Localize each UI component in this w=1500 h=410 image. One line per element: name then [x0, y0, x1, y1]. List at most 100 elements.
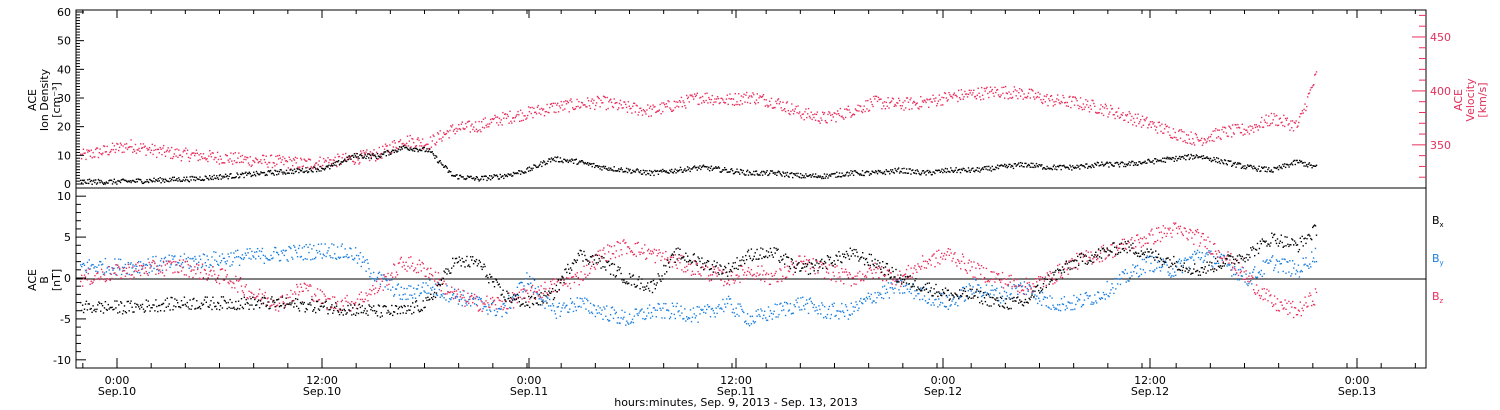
data-point — [224, 269, 226, 272]
data-point — [127, 263, 129, 266]
data-point — [97, 156, 100, 159]
data-point — [248, 290, 250, 292]
data-point — [1044, 296, 1047, 299]
data-point — [635, 104, 637, 106]
data-point — [475, 176, 478, 178]
data-point — [1001, 164, 1003, 167]
data-point — [568, 160, 570, 162]
data-point — [1006, 92, 1008, 95]
data-point — [313, 300, 315, 302]
data-point — [1297, 125, 1299, 127]
data-point — [688, 167, 690, 169]
data-point — [828, 111, 830, 113]
data-point — [1109, 111, 1111, 113]
data-point — [650, 170, 652, 172]
data-point — [292, 158, 295, 160]
data-point — [545, 300, 547, 302]
data-point — [793, 304, 795, 306]
data-point — [520, 170, 523, 172]
data-point — [481, 121, 483, 123]
data-point — [430, 151, 433, 153]
data-point — [407, 145, 410, 147]
data-point — [582, 161, 584, 163]
data-point — [929, 98, 932, 100]
data-point — [664, 258, 666, 260]
data-point — [608, 245, 611, 247]
data-point — [685, 271, 687, 273]
data-point — [727, 295, 730, 298]
data-point — [88, 259, 90, 261]
data-point — [1257, 272, 1260, 274]
data-point — [1271, 256, 1273, 259]
data-point — [139, 178, 141, 181]
data-point — [381, 277, 383, 280]
data-point — [444, 165, 447, 167]
data-point — [307, 246, 309, 248]
data-point — [691, 270, 694, 273]
data-point — [766, 104, 768, 106]
data-point — [765, 319, 768, 321]
data-point — [126, 148, 129, 151]
data-point — [1002, 300, 1005, 302]
data-point — [1167, 131, 1169, 133]
data-point — [1251, 125, 1253, 128]
data-point — [1293, 121, 1296, 124]
data-point — [393, 140, 395, 142]
data-point — [1211, 265, 1213, 267]
data-point — [892, 98, 895, 100]
data-point — [267, 166, 269, 168]
data-point — [115, 264, 117, 266]
data-point — [628, 313, 631, 315]
data-point — [185, 274, 187, 276]
data-point — [982, 168, 985, 171]
data-point — [464, 178, 466, 180]
data-point — [1312, 165, 1314, 167]
data-point — [868, 109, 871, 112]
data-point — [111, 183, 114, 185]
data-point — [1079, 293, 1082, 296]
data-point — [1224, 159, 1227, 162]
data-point — [294, 246, 296, 248]
data-point — [1291, 127, 1293, 129]
data-point — [886, 105, 888, 107]
data-point — [624, 170, 626, 173]
data-point — [250, 165, 252, 168]
data-point — [954, 169, 956, 171]
data-point — [1300, 112, 1303, 115]
data-point — [1041, 164, 1043, 166]
data-point — [780, 174, 782, 176]
data-point — [1185, 159, 1187, 161]
data-point — [691, 94, 693, 96]
data-point — [149, 263, 151, 266]
data-point — [850, 302, 852, 304]
data-point — [1087, 297, 1089, 300]
data-point — [921, 100, 924, 102]
data-point — [1205, 157, 1207, 159]
data-point — [694, 167, 697, 169]
data-point — [564, 283, 566, 285]
data-point — [746, 101, 749, 104]
data-point — [996, 88, 999, 91]
data-point — [787, 175, 789, 178]
data-point — [478, 309, 480, 311]
data-point — [1165, 125, 1167, 128]
data-point — [1209, 157, 1212, 160]
data-point — [1135, 265, 1137, 267]
data-point — [256, 295, 258, 298]
data-point — [512, 297, 515, 300]
data-point — [770, 170, 773, 172]
data-point — [413, 150, 416, 152]
data-point — [271, 258, 273, 260]
data-point — [1315, 260, 1318, 263]
data-point — [596, 95, 599, 98]
data-point — [928, 98, 931, 101]
data-point — [960, 168, 963, 170]
data-point — [102, 273, 105, 276]
data-point — [845, 108, 848, 110]
data-point — [552, 102, 554, 104]
data-point — [909, 168, 911, 170]
data-point — [1136, 264, 1139, 267]
data-point — [354, 257, 356, 259]
data-point — [374, 154, 376, 156]
data-point — [973, 171, 976, 173]
